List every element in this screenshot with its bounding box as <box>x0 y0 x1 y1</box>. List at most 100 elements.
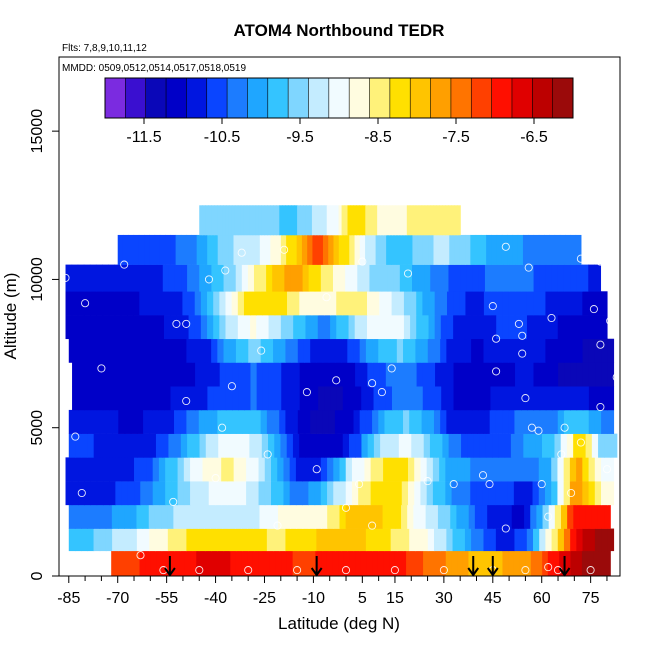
heatmap-cell <box>287 291 294 316</box>
heatmap-cell <box>176 291 184 316</box>
heatmap-cell <box>511 504 519 529</box>
flight-marker-arrow <box>467 556 480 577</box>
sample-point <box>355 480 364 489</box>
heatmap-cell <box>489 528 497 552</box>
heatmap-cell <box>570 234 577 265</box>
heatmap-cell <box>234 504 242 529</box>
sample-point <box>501 242 510 251</box>
heatmap-cell <box>262 315 270 340</box>
heatmap-cell <box>144 264 152 292</box>
heatmap-cell <box>275 234 282 265</box>
heatmap-cell <box>170 315 177 340</box>
heatmap-cell <box>576 338 584 363</box>
heatmap-cell <box>314 457 322 482</box>
heatmap-cell <box>235 338 243 363</box>
heatmap-cell <box>146 481 154 506</box>
heatmap-cell <box>102 481 110 506</box>
heatmap-cell <box>81 528 88 552</box>
heatmap-cell <box>433 234 440 265</box>
heatmap-cell <box>528 234 535 265</box>
heatmap-cell <box>407 234 414 265</box>
heatmap-cell <box>279 528 287 552</box>
heatmap-cell <box>249 433 257 458</box>
heatmap-cell <box>303 409 311 434</box>
heatmap-cell <box>202 205 206 236</box>
colorbar-tick-label: -9.5 <box>286 129 314 146</box>
heatmap-cell <box>219 291 227 316</box>
heatmap-cell <box>514 409 522 434</box>
sample-point <box>544 512 553 521</box>
heatmap-cell <box>71 315 79 340</box>
heatmap-cell <box>127 291 134 316</box>
heatmap-cell <box>316 338 324 363</box>
heatmap-cell <box>71 291 79 316</box>
sample-point <box>521 394 530 403</box>
heatmap-cell <box>372 550 379 577</box>
heatmap-cell <box>420 457 428 482</box>
heatmap-cell <box>464 457 471 482</box>
heatmap-cell <box>225 291 233 316</box>
heatmap-cell <box>234 205 239 236</box>
heatmap-cell <box>254 528 262 552</box>
heatmap-cell <box>524 504 531 529</box>
heatmap-cell <box>459 291 467 316</box>
heatmap-cell <box>410 362 418 387</box>
heatmap-cell <box>471 291 479 316</box>
heatmap-cell <box>142 504 150 529</box>
heatmap-cell <box>474 504 482 529</box>
heatmap-cell <box>188 315 196 340</box>
heatmap-cell <box>434 315 442 340</box>
x-tick-label: 45 <box>484 590 502 607</box>
heatmap-cell <box>442 433 450 458</box>
heatmap-cell <box>526 291 534 316</box>
heatmap-cell <box>139 362 147 387</box>
heatmap-cell <box>161 338 169 363</box>
sample-point <box>244 566 253 575</box>
heatmap-cell <box>430 205 435 236</box>
heatmap-cell <box>505 504 513 529</box>
heatmap-cell <box>198 338 206 363</box>
heatmap-cell <box>117 234 124 265</box>
heatmap-cell <box>317 433 325 458</box>
heatmap-cell <box>336 291 343 316</box>
heatmap-cell <box>401 504 408 529</box>
heatmap-cell <box>471 528 478 552</box>
heatmap-cell <box>192 409 200 434</box>
heatmap-cell <box>293 386 301 411</box>
heatmap-cell <box>573 504 581 529</box>
heatmap-cell <box>161 504 168 529</box>
heatmap-cell <box>200 315 208 340</box>
heatmap-cell <box>295 481 303 506</box>
heatmap-cell <box>179 504 187 529</box>
heatmap-cell <box>441 386 448 411</box>
heatmap-cell <box>353 338 361 363</box>
heatmap-cell <box>351 481 359 506</box>
heatmap-cell <box>594 457 602 482</box>
heatmap-cell <box>593 550 600 577</box>
heatmap-cell <box>214 205 218 236</box>
heatmap-cell <box>569 481 577 506</box>
heatmap-cell <box>330 386 338 411</box>
flights-subtitle: Flts: 7,8,9,10,11,12 <box>62 43 147 54</box>
heatmap-cell <box>362 205 366 236</box>
heatmap-cell <box>152 457 160 482</box>
heatmap-cell <box>118 409 126 434</box>
heatmap-cell <box>281 550 288 577</box>
heatmap-cell <box>501 481 509 506</box>
heatmap-cell <box>111 550 118 577</box>
heatmap-cell <box>545 291 553 316</box>
heatmap-cell <box>403 409 410 434</box>
heatmap-cell <box>152 362 159 387</box>
heatmap-cell <box>298 550 305 577</box>
colorbar-swatch <box>105 78 126 118</box>
heatmap-cell <box>213 291 220 316</box>
heatmap-cell <box>186 528 194 552</box>
sample-points <box>61 242 625 575</box>
heatmap-cell <box>224 433 232 458</box>
heatmap-cell <box>127 362 135 387</box>
heatmap-cell <box>322 234 329 265</box>
heatmap-cell <box>471 362 479 387</box>
heatmap-cell <box>279 338 287 363</box>
heatmap-cell <box>338 205 343 236</box>
heatmap-cell <box>204 409 212 434</box>
